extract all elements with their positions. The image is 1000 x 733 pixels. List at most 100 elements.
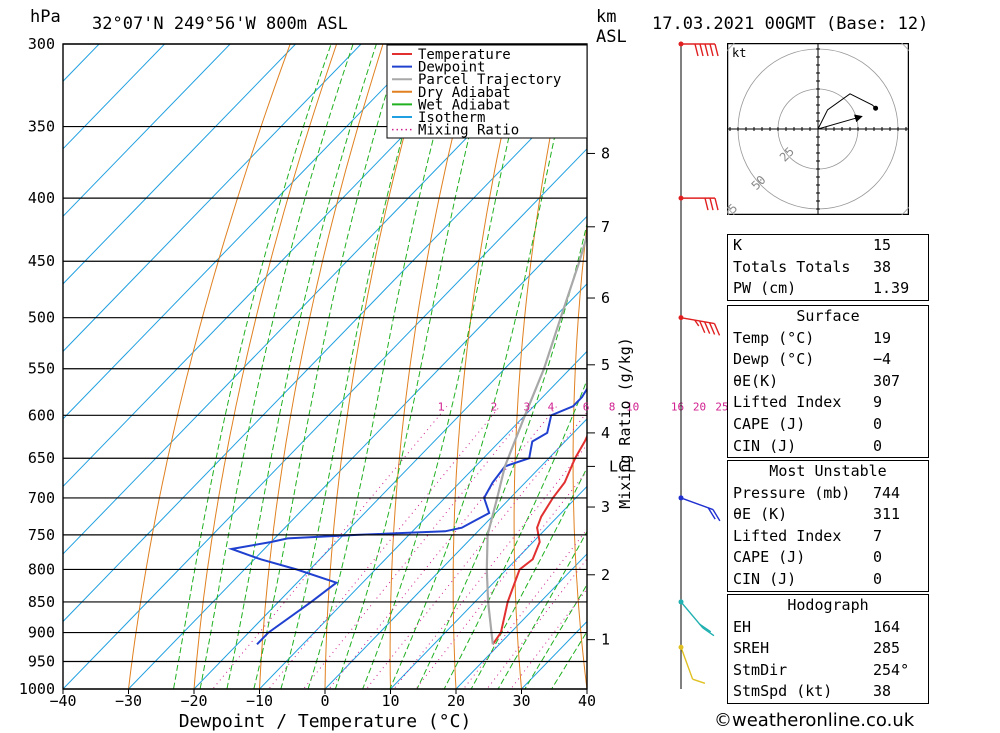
isotherm (455, 553, 587, 689)
x-tick-label: 40 (578, 692, 596, 710)
table-row: Totals Totals 38 (728, 257, 928, 279)
wind-barb (678, 644, 706, 684)
isotherm (63, 148, 587, 689)
dry-adiabat (572, 221, 587, 689)
wind-barb-flag (702, 627, 715, 637)
mixing-ratio-label: 1 (438, 401, 445, 414)
table-row: Dewp (°C) −4 (728, 349, 928, 371)
mixing-ratio-line (302, 405, 533, 689)
x-tick-label: 30 (512, 692, 530, 710)
wet-adiabat (280, 44, 430, 689)
wind-barb-flag (714, 197, 719, 211)
legend-label: Isotherm (418, 110, 485, 126)
wet-adiabat (524, 583, 587, 689)
mixing-ratio-label: 25 (715, 401, 728, 414)
wind-barb (678, 195, 719, 211)
legend-label: Wet Adiabat (418, 97, 511, 113)
wind-barb-flag (694, 43, 699, 57)
km-tick-label: 6 (601, 289, 610, 307)
wind-barb-flag (694, 319, 700, 327)
row-label: PW (cm) (733, 279, 797, 298)
surface-table: Surface Temp (°C) 19 Dewp (°C) −4 θE(K) 307 Lif… (727, 305, 929, 459)
dry-adiabat (630, 7, 668, 715)
isotherm (389, 485, 587, 689)
wind-barb-shaft (680, 497, 714, 511)
row-value: 744 (873, 483, 901, 502)
row-value: 0 (873, 569, 883, 588)
row-label: SREH (733, 639, 770, 658)
most-unstable-table: Most Unstable Pressure (mb) 744 θE (K) 311 Li… (727, 460, 929, 592)
wind-barb-flag (713, 323, 721, 336)
wind-barb-flag (707, 507, 716, 520)
row-value: 9 (873, 393, 883, 412)
location-title: 32°07'N 249°56'W 800m ASL (92, 14, 348, 34)
isotherm (63, 44, 100, 82)
mixing-ratio-label: 2 (491, 401, 498, 414)
km-tick-label: 1 (601, 631, 610, 649)
asl-label: ASL (596, 27, 627, 47)
storm-motion-arrow (817, 114, 863, 130)
wind-barb-flag (704, 43, 709, 57)
dewpoint-line (227, 387, 587, 645)
mixing-ratio-line (365, 411, 587, 689)
pressure-tick-label: 300 (28, 35, 55, 53)
wind-barb-flag (709, 197, 714, 211)
mixing-ratio-line (510, 588, 587, 689)
wind-barb (678, 495, 721, 522)
mixing-ratio-label: 20 (693, 401, 706, 414)
parcel-trajectory-line (485, 231, 587, 645)
wind-barb-flag (692, 678, 706, 684)
legend-label: Temperature (418, 47, 511, 63)
isotherm (63, 44, 231, 218)
wind-barb-shaft (680, 646, 694, 680)
x-tick-label: −40 (49, 692, 76, 710)
pressure-tick-label: 850 (28, 593, 55, 611)
dry-adiabat (987, 7, 1000, 715)
row-value: 254° (873, 660, 910, 679)
row-label: CAPE (J) (733, 548, 806, 567)
x-axis-label: Dewpoint / Temperature (°C) (179, 711, 472, 732)
wet-adiabat (226, 44, 377, 689)
legend-label: Dewpoint (418, 60, 485, 76)
wind-barb-shaft (680, 316, 715, 325)
row-value: 38 (873, 257, 892, 276)
isotherm (258, 350, 587, 689)
table-row: CAPE (J) 0 (728, 547, 928, 569)
isotherm (193, 283, 587, 689)
hpa-label: hPa (30, 7, 61, 27)
table-title: Hodograph (787, 596, 869, 614)
table-row: θE(K) 307 (728, 371, 928, 393)
table-row: SREH 285 (728, 638, 928, 660)
dry-adiabat (940, 7, 1000, 715)
dry-adiabat (452, 44, 523, 689)
pressure-tick-label: 450 (28, 252, 55, 270)
isotherm (63, 44, 297, 285)
legend-label: Parcel Trajectory (418, 72, 561, 88)
km-tick-label: 5 (601, 356, 610, 374)
pressure-tick-label: 400 (28, 189, 55, 207)
isotherm (63, 44, 362, 353)
wet-adiabat (199, 44, 354, 689)
table-row: Temp (°C) 19 (728, 328, 928, 350)
wet-adiabat (443, 378, 587, 689)
pressure-tick-label: 950 (28, 653, 55, 671)
wind-barb-shaft (680, 601, 704, 629)
hodograph-unit-label: kt (732, 46, 746, 60)
wind-barb-flag (714, 43, 719, 57)
table-row: CIN (J) 0 (728, 569, 928, 591)
pressure-tick-label: 800 (28, 560, 55, 578)
row-value: 307 (873, 371, 901, 390)
isotherm (63, 44, 166, 150)
wet-adiabat (551, 630, 587, 689)
pressure-tick-label: 500 (28, 309, 55, 327)
table-row: Lifted Index 9 (728, 392, 928, 414)
mixing-ratio-label: 10 (626, 401, 639, 414)
mixing-ratio-line (486, 557, 587, 689)
table-title: Most Unstable (769, 462, 887, 480)
pressure-tick-label: 600 (28, 406, 55, 424)
x-tick-label: −10 (246, 692, 273, 710)
row-value: 311 (873, 505, 901, 524)
